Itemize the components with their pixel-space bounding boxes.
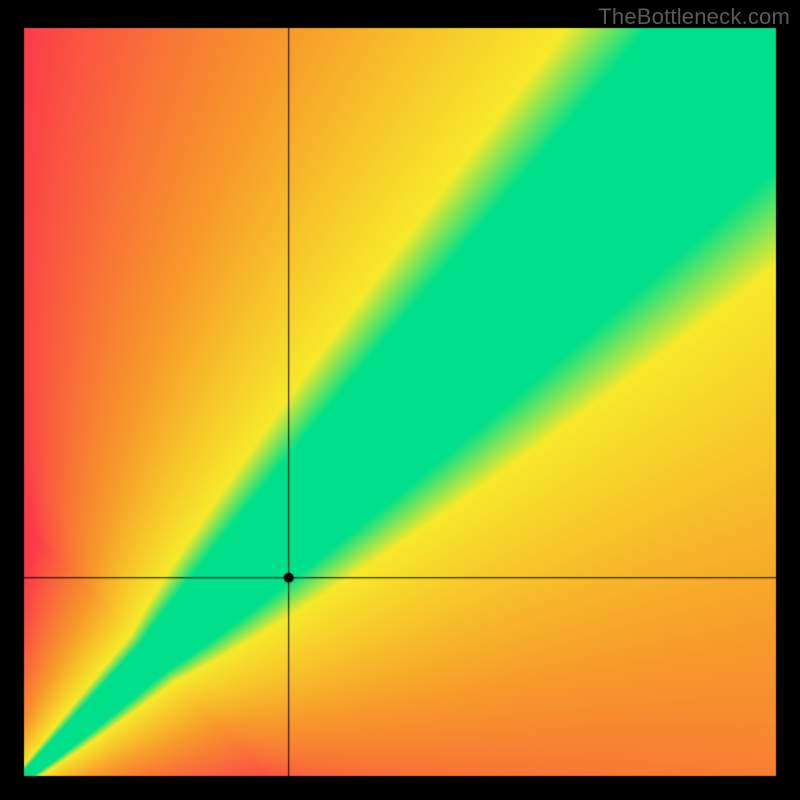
- heatmap-canvas: [0, 0, 800, 800]
- watermark-text: TheBottleneck.com: [598, 4, 790, 30]
- chart-container: TheBottleneck.com: [0, 0, 800, 800]
